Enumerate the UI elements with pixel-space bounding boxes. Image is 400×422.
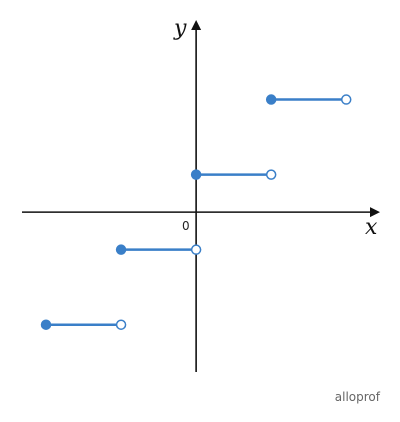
closed-endpoint — [40, 319, 52, 330]
x-axis-arrow — [370, 207, 380, 218]
y-axis-label: y — [173, 16, 187, 41]
closed-endpoint — [265, 94, 277, 105]
watermark: alloprof — [335, 390, 381, 404]
open-endpoint — [340, 94, 352, 105]
x-axis-label: x — [365, 215, 378, 240]
y-axis-arrow — [191, 20, 202, 30]
closed-endpoint — [190, 169, 202, 180]
closed-endpoint — [115, 244, 127, 255]
open-endpoint — [190, 244, 202, 255]
open-endpoint — [265, 169, 277, 180]
origin-label: 0 — [182, 219, 190, 233]
open-endpoint — [115, 319, 127, 330]
